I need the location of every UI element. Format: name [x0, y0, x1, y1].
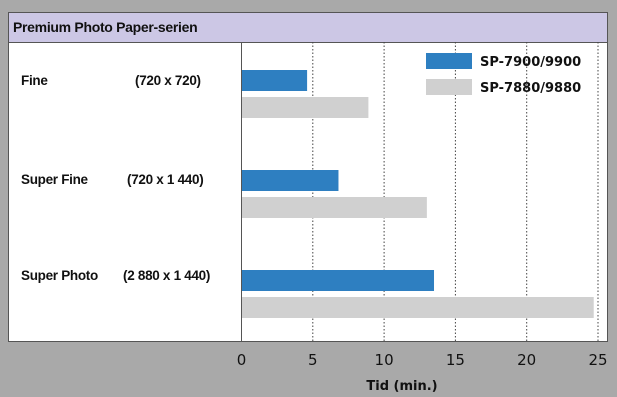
- bar-super-fine-series-1: [241, 170, 339, 191]
- legend-swatch-sp-7900-9900: [426, 53, 472, 69]
- bars: [241, 70, 594, 318]
- bar-super-photo-series-2: [241, 297, 594, 318]
- legend-label-sp-7880-9880: SP-7880/9880: [480, 81, 581, 96]
- bar-super-fine-series-2: [241, 197, 427, 218]
- x-tick-label-20: 20: [517, 351, 536, 369]
- category-label-fine: Fine: [21, 73, 48, 88]
- legend-swatch-sp-7880-9880: [426, 79, 472, 95]
- category-resolution-fine: (720 x 720): [135, 73, 201, 88]
- legend-label-sp-7900-9900: SP-7900/9900: [480, 55, 581, 70]
- bar-super-photo-series-1: [241, 270, 435, 291]
- category-label-super-photo: Super Photo: [21, 268, 98, 283]
- chart-title-bar: Premium Photo Paper-serien: [9, 13, 607, 43]
- chart-title: Premium Photo Paper-serien: [13, 19, 198, 35]
- x-tick-label-0: 0: [237, 351, 247, 369]
- x-tick-labels: 0 5 10 15 20 25: [237, 351, 608, 369]
- bar-fine-series-2: [241, 97, 369, 118]
- bar-fine-series-1: [241, 70, 308, 91]
- legend: SP-7900/9900 SP-7880/9880: [426, 53, 581, 96]
- category-resolution-super-photo: (2 880 x 1 440): [123, 268, 211, 283]
- x-tick-label-25: 25: [588, 351, 607, 369]
- x-tick-label-10: 10: [375, 351, 394, 369]
- x-axis-label: Tid (min.): [366, 379, 437, 394]
- x-tick-label-5: 5: [308, 351, 318, 369]
- x-tick-label-15: 15: [446, 351, 465, 369]
- category-label-super-fine: Super Fine: [21, 172, 88, 187]
- category-resolution-super-fine: (720 x 1 440): [127, 172, 204, 187]
